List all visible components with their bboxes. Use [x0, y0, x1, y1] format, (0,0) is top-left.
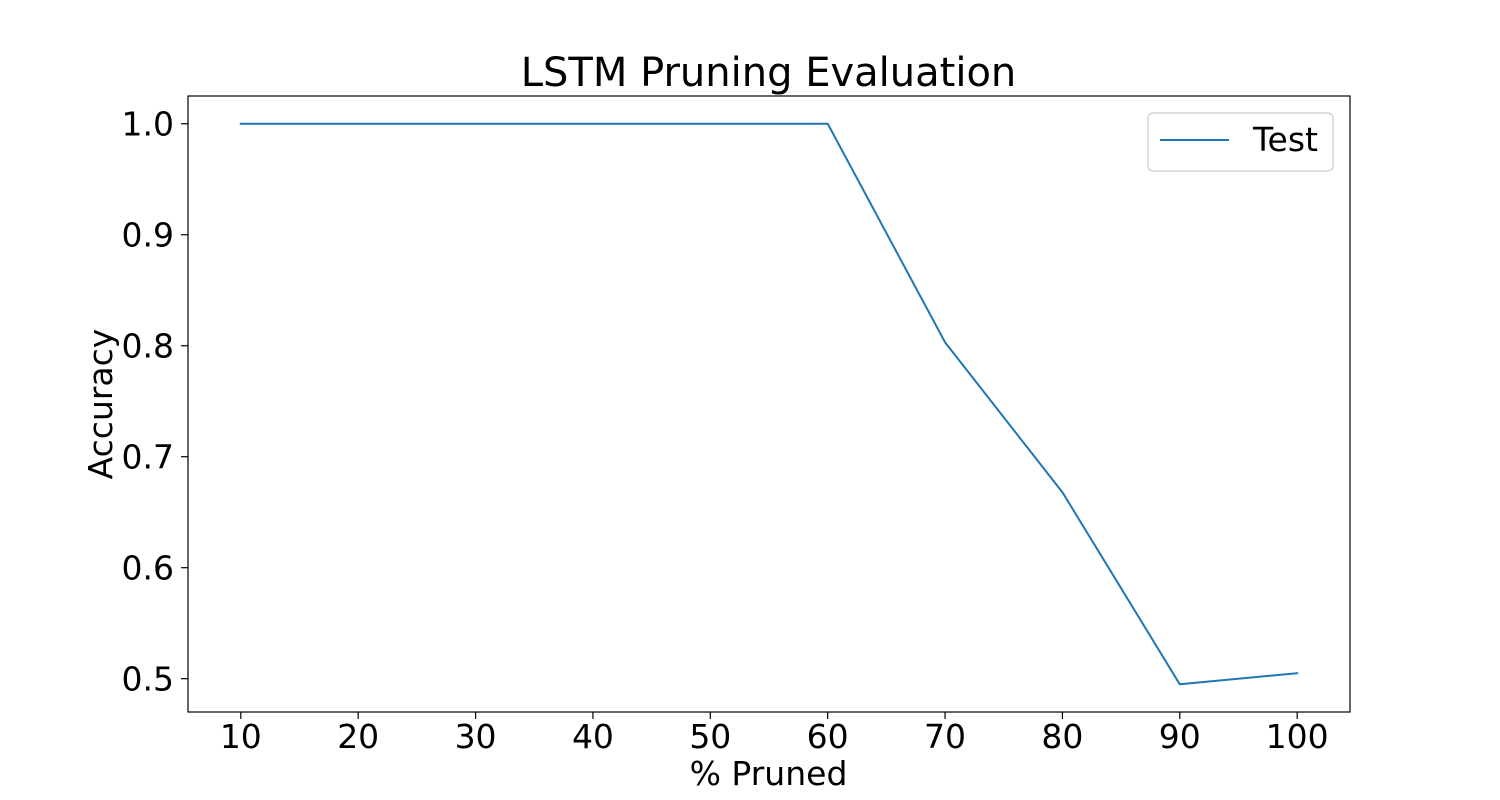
- legend-label-test: Test: [1252, 120, 1318, 159]
- plot-area: [188, 96, 1350, 712]
- y-tick-label: 0.6: [122, 549, 174, 588]
- plot-frame: [187, 95, 1351, 713]
- x-tick-label: 80: [1041, 717, 1083, 756]
- x-tick-label: 90: [1159, 717, 1201, 756]
- x-tick-label: 100: [1266, 717, 1329, 756]
- plot-background: [188, 96, 1350, 712]
- y-tick-label: 1.0: [122, 105, 174, 144]
- y-tick-label: 0.8: [122, 327, 174, 366]
- y-axis-label: Accuracy: [81, 329, 120, 480]
- series-line-test: [239, 122, 1299, 686]
- x-tick-label: 30: [455, 717, 497, 756]
- x-axis-label: % Pruned: [690, 754, 848, 793]
- x-tick-label: 70: [924, 717, 966, 756]
- y-tick-label: 0.9: [122, 216, 174, 255]
- legend-box: [1147, 112, 1334, 172]
- x-tick-label: 10: [220, 717, 262, 756]
- x-tick-label: 20: [337, 717, 379, 756]
- x-tick-label: 40: [572, 717, 614, 756]
- y-tick-label: 0.5: [122, 660, 174, 699]
- series-layer: [239, 122, 1299, 686]
- x-tick-label: 60: [807, 717, 849, 756]
- x-axis-ticks: 10 20 30 40 50 60 70 80 90 100: [220, 712, 1329, 756]
- y-axis-ticks: 0.5 0.6 0.7 0.8 0.9 1.0: [122, 105, 188, 699]
- y-tick-label: 0.7: [122, 438, 174, 477]
- legend: Test: [1147, 112, 1334, 172]
- x-tick-label: 50: [689, 717, 731, 756]
- chart-title: LSTM Pruning Evaluation: [521, 50, 1017, 96]
